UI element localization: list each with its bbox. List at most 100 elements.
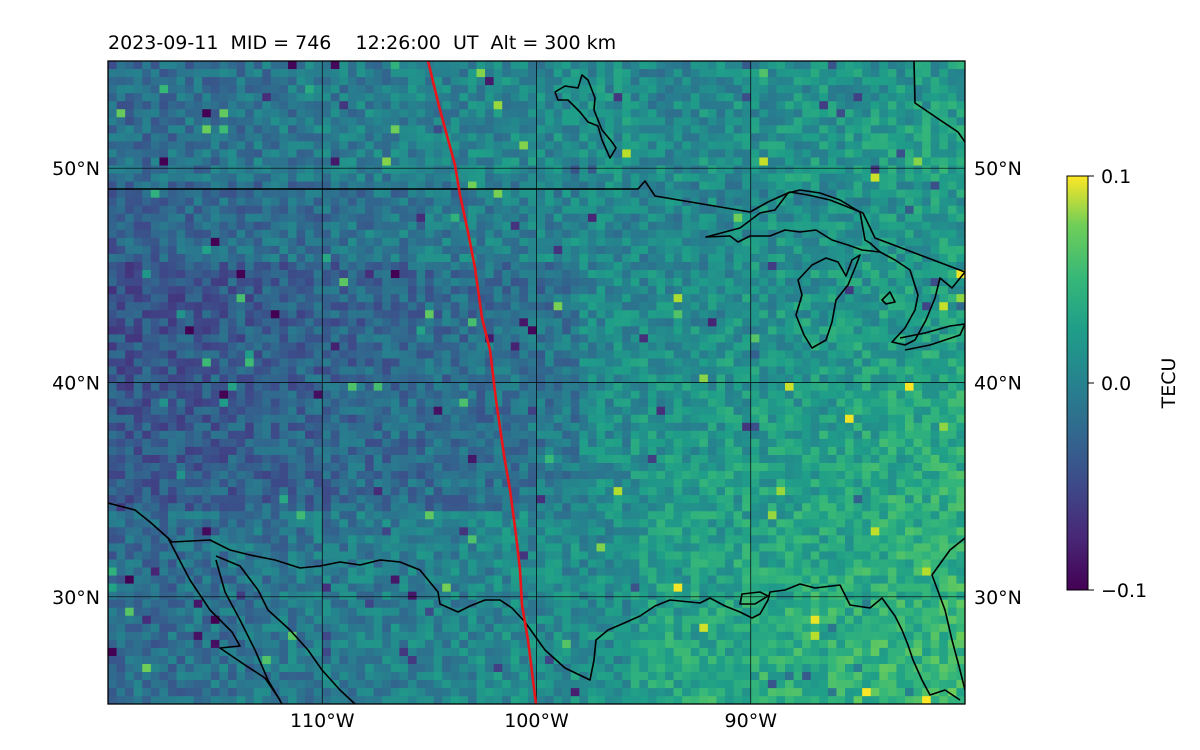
tec-cell xyxy=(810,229,820,239)
tec-cell xyxy=(836,133,846,142)
tec-cell xyxy=(279,173,289,183)
tec-cell xyxy=(339,133,349,142)
tec-cell xyxy=(193,302,203,311)
tec-cell xyxy=(116,237,126,247)
tec-heatmap xyxy=(108,61,965,704)
tec-cell xyxy=(862,278,872,287)
tec-cell xyxy=(665,117,675,126)
tec-cell xyxy=(339,197,349,207)
tec-cell xyxy=(510,101,520,110)
tec-cell xyxy=(433,197,443,207)
tec-cell xyxy=(210,446,221,456)
tec-cell xyxy=(485,101,495,110)
tec-cell xyxy=(116,270,126,279)
tec-cell xyxy=(425,374,435,384)
tec-cell xyxy=(150,342,161,352)
tec-cell xyxy=(193,350,203,360)
tec-cell xyxy=(253,125,263,134)
tec-cell xyxy=(176,133,186,142)
tec-cell xyxy=(673,278,683,287)
tec-cell xyxy=(185,229,195,239)
tec-cell xyxy=(630,173,640,183)
tec-cell xyxy=(767,101,778,110)
tec-cell xyxy=(193,165,203,175)
tec-cell xyxy=(425,181,435,191)
tec-cell xyxy=(896,197,906,207)
tec-cell xyxy=(956,270,965,279)
tec-cell xyxy=(510,374,520,384)
tec-cell xyxy=(596,101,606,110)
tec-cell xyxy=(510,149,520,159)
tec-cell xyxy=(939,61,949,70)
tec-cell xyxy=(879,398,889,408)
tec-cell xyxy=(905,262,915,271)
tec-cell xyxy=(665,358,675,368)
tec-cell xyxy=(836,61,846,70)
tec-cell xyxy=(193,245,203,255)
tec-cell xyxy=(459,229,469,239)
tec-cell xyxy=(502,133,512,142)
tec-cell xyxy=(253,141,263,151)
tec-cell xyxy=(947,213,958,223)
tec-cell xyxy=(365,390,375,400)
tec-cell xyxy=(167,165,178,175)
tec-cell xyxy=(647,69,658,78)
tec-cell xyxy=(527,221,538,231)
tec-cell xyxy=(459,294,469,303)
tec-cell xyxy=(682,253,692,263)
tec-cell xyxy=(870,342,880,352)
tec-cell xyxy=(819,342,829,352)
tec-cell xyxy=(716,69,726,78)
tec-cell xyxy=(262,310,272,319)
tec-cell xyxy=(142,213,152,223)
tec-cell xyxy=(776,374,786,384)
tec-cell xyxy=(536,109,546,118)
tec-cell xyxy=(922,286,932,295)
tec-cell xyxy=(887,270,898,279)
tec-cell xyxy=(870,430,880,440)
tec-cell xyxy=(442,125,452,134)
tec-cell xyxy=(776,125,786,134)
tec-cell xyxy=(425,430,435,440)
tec-cell xyxy=(245,61,255,70)
tec-cell xyxy=(776,350,786,360)
tec-cell xyxy=(416,286,426,295)
tec-cell xyxy=(519,101,529,110)
tec-cell xyxy=(125,237,135,247)
tec-cell xyxy=(879,133,889,142)
tec-cell xyxy=(202,430,212,440)
tec-cell xyxy=(150,366,161,376)
tec-cell xyxy=(956,85,965,94)
tec-cell xyxy=(836,229,846,239)
tec-cell xyxy=(193,173,203,183)
tec-cell xyxy=(382,414,392,424)
tec-cell xyxy=(905,294,915,303)
tec-cell xyxy=(862,262,872,271)
tec-cell xyxy=(339,454,349,464)
tec-cell xyxy=(296,197,306,207)
tec-cell xyxy=(887,237,898,247)
tec-cell xyxy=(493,430,503,440)
tec-cell xyxy=(236,101,246,110)
tec-cell xyxy=(656,406,666,416)
tec-cell xyxy=(802,221,812,231)
tec-cell xyxy=(613,69,623,78)
tec-cell xyxy=(896,310,906,319)
tec-cell xyxy=(467,141,478,151)
tec-cell xyxy=(245,374,255,384)
tec-cell xyxy=(356,446,366,456)
tec-cell xyxy=(630,326,640,335)
tec-cell xyxy=(613,229,623,239)
tec-cell xyxy=(210,173,221,183)
tec-cell xyxy=(305,278,315,287)
tec-cell xyxy=(416,149,426,159)
tec-cell xyxy=(810,374,820,384)
tec-cell xyxy=(442,310,452,319)
tec-cell xyxy=(202,221,212,231)
tec-cell xyxy=(793,77,803,86)
tec-cell xyxy=(742,446,752,456)
tec-cell xyxy=(373,446,383,456)
tec-cell xyxy=(742,69,752,78)
tec-cell xyxy=(930,205,940,215)
tec-cell xyxy=(536,221,546,231)
